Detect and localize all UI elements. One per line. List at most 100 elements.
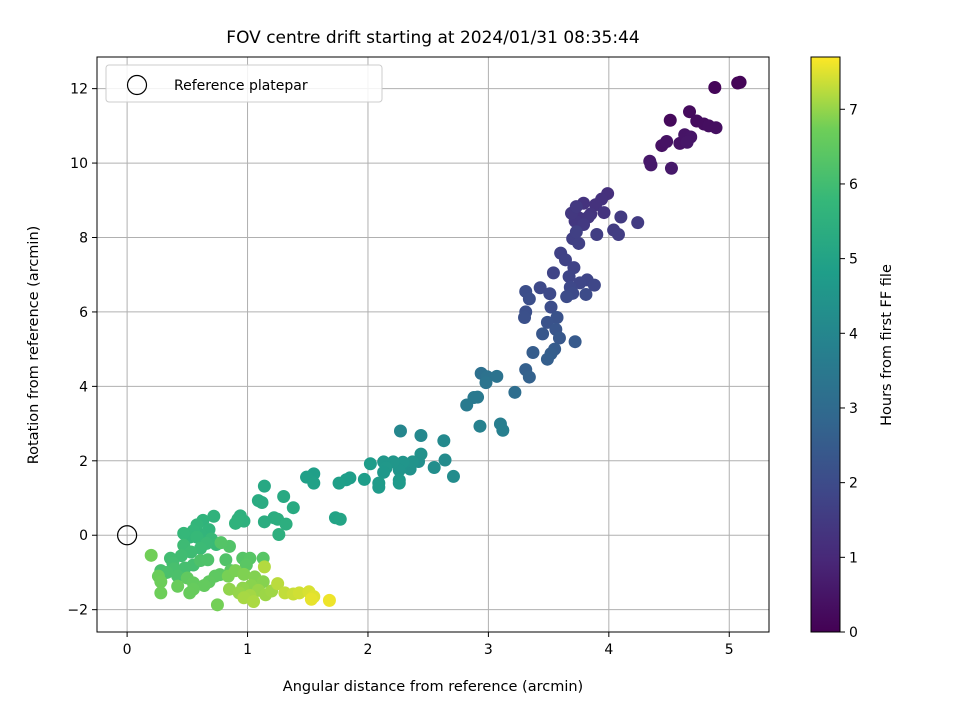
scatter-point xyxy=(255,495,269,509)
x-tick-label: 5 xyxy=(725,642,734,658)
scatter-point xyxy=(183,586,197,600)
colorbar-tick-label: 0 xyxy=(849,625,858,641)
scatter-point xyxy=(587,278,601,292)
scatter-point xyxy=(154,586,168,600)
y-tick-label: 0 xyxy=(79,528,88,544)
scatter-point xyxy=(473,419,487,433)
scatter-point xyxy=(214,536,228,550)
scatter-point xyxy=(171,579,185,593)
scatter-point xyxy=(322,593,336,607)
scatter-point xyxy=(332,476,346,490)
scatter-point xyxy=(644,158,658,172)
scatter-point xyxy=(414,447,428,461)
scatter-point xyxy=(550,311,564,325)
scatter-point xyxy=(197,578,211,592)
scatter-point xyxy=(304,592,318,606)
scatter-point xyxy=(272,527,286,541)
colorbar-tick-label: 7 xyxy=(849,102,858,118)
scatter-point xyxy=(558,253,572,267)
x-tick-label: 0 xyxy=(123,642,132,658)
scatter-point xyxy=(562,270,576,284)
colorbar-tick-label: 5 xyxy=(849,252,858,268)
scatter-point xyxy=(228,516,242,530)
legend-marker xyxy=(126,74,148,96)
scatter-point xyxy=(708,81,722,95)
scatter-point xyxy=(460,398,474,412)
scatter-point xyxy=(683,105,697,119)
scatter-point xyxy=(171,569,185,583)
scatter-point xyxy=(406,455,420,469)
scatter-point xyxy=(437,434,451,448)
scatter-point xyxy=(237,567,251,581)
scatter-point xyxy=(569,200,583,214)
scatter-point xyxy=(414,428,428,442)
x-tick-label: 1 xyxy=(243,642,252,658)
y-tick-label: 4 xyxy=(79,379,88,395)
scatter-point xyxy=(144,548,158,562)
y-tick-label: 12 xyxy=(70,82,88,98)
scatter-point xyxy=(427,461,441,475)
legend-box xyxy=(105,64,383,103)
scatter-point xyxy=(446,469,460,483)
scatter-point xyxy=(568,335,582,349)
scatter-point xyxy=(579,287,593,301)
chart-title: FOV centre drift starting at 2024/01/31 … xyxy=(226,28,639,48)
y-tick-label: 8 xyxy=(79,231,88,247)
scatter-point xyxy=(614,210,628,224)
scatter-point xyxy=(307,476,321,490)
scatter-point xyxy=(522,292,536,306)
scatter-point xyxy=(540,352,554,366)
scatter-point xyxy=(363,457,377,471)
scatter-point xyxy=(611,228,625,242)
scatter-point xyxy=(572,236,586,250)
x-tick-label: 3 xyxy=(484,642,493,658)
scatter-point xyxy=(279,517,293,531)
colorbar-tick-label: 3 xyxy=(849,401,858,417)
scatter-point xyxy=(490,369,504,383)
scatter-point xyxy=(680,135,694,149)
scatter-point xyxy=(177,526,191,540)
colorbar xyxy=(810,56,841,633)
scatter-point xyxy=(496,423,510,437)
scatter-point xyxy=(438,453,452,467)
scatter-point xyxy=(518,311,532,325)
y-tick-label: −2 xyxy=(67,603,88,619)
scatter-point xyxy=(154,575,168,589)
scatter-point xyxy=(526,346,540,360)
scatter-point xyxy=(663,113,677,127)
scatter-point xyxy=(522,370,536,384)
scatter-point xyxy=(271,577,285,591)
plot-frame xyxy=(96,56,770,633)
y-axis: −2 0 2 4 6 8 10 12 xyxy=(67,82,97,619)
colorbar-label: Hours from first FF file xyxy=(879,264,895,426)
colorbar-tick-label: 4 xyxy=(849,326,858,342)
colorbar-tick-label: 6 xyxy=(849,177,858,193)
reference-marker xyxy=(117,525,138,546)
y-tick-label: 2 xyxy=(79,454,88,470)
scatter-point xyxy=(546,266,560,280)
legend-entry: Reference platepar xyxy=(174,78,308,94)
scatter-point xyxy=(207,509,221,523)
y-tick-label: 6 xyxy=(79,305,88,321)
scatter-point xyxy=(292,586,306,600)
colorbar-tick-label: 2 xyxy=(849,476,858,492)
scatter-point xyxy=(392,476,406,490)
scatter-point xyxy=(533,281,547,295)
y-tick-label: 10 xyxy=(70,156,88,172)
scatter-point xyxy=(660,134,674,148)
scatter-point xyxy=(471,390,485,404)
scatter-point xyxy=(393,424,407,438)
scatter-point xyxy=(333,512,347,526)
scatter-point xyxy=(190,530,204,544)
scatter-points xyxy=(144,75,747,612)
scatter-point xyxy=(543,287,557,301)
scatter-point xyxy=(508,385,522,399)
scatter-point xyxy=(247,594,261,608)
scatter-point xyxy=(590,228,604,242)
scatter-point xyxy=(733,75,747,89)
scatter-point xyxy=(552,331,566,345)
legend: Reference platepar xyxy=(105,64,383,103)
scatter-point xyxy=(219,553,233,567)
scatter-point xyxy=(560,290,574,304)
